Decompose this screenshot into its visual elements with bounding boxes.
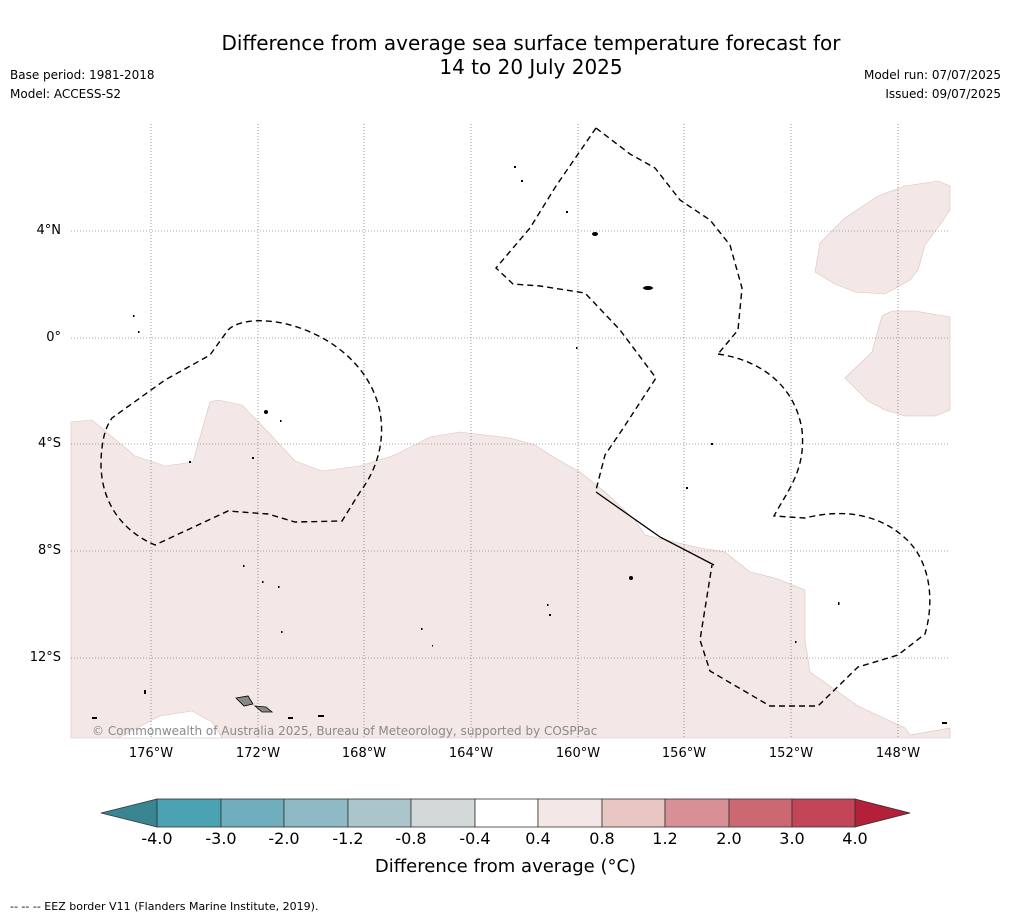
- lat-label: 12°S: [29, 650, 61, 665]
- anomaly-region-east: [844, 310, 951, 417]
- lon-label: 156°W: [661, 746, 707, 761]
- island-kiritimati: [592, 232, 598, 236]
- eez-border-east: [699, 353, 931, 707]
- colorbar-tick: -1.2: [332, 829, 364, 848]
- samoa-islands: [235, 695, 274, 713]
- eez-borders: [100, 127, 931, 707]
- colorbar-tick: 0.8: [589, 829, 615, 848]
- island-dot: [795, 641, 797, 643]
- gridlines: [71, 124, 950, 738]
- island-dot: [432, 645, 433, 647]
- colorbar-tick: 0.4: [525, 829, 551, 848]
- lon-label: 176°W: [128, 746, 174, 761]
- eez-border-kiribati-phoenix: [100, 320, 383, 546]
- island-dot: [514, 166, 516, 168]
- copyright-notice: © Commonwealth of Australia 2025, Bureau…: [92, 724, 598, 738]
- model-name: Model: ACCESS-S2: [10, 87, 122, 101]
- colorbar-label: Difference from average (°C): [374, 856, 637, 877]
- lon-label: 164°W: [448, 746, 494, 761]
- colorbar-segment: [283, 798, 349, 828]
- title-line-1: Difference from average sea surface temp…: [221, 31, 841, 55]
- meta-right: Model run: 07/07/2025 Issued: 09/07/2025: [864, 66, 1001, 104]
- colorbar-segment: [664, 798, 730, 828]
- island-dot: [264, 410, 268, 414]
- colorbar-segment: [537, 798, 603, 828]
- lon-label: 152°W: [768, 746, 814, 761]
- eez-border-line-islands: [595, 127, 743, 355]
- island-dot: [566, 211, 568, 213]
- white-cutout: [117, 710, 223, 739]
- colorbar-segment: [347, 798, 412, 828]
- lon-label: 172°W: [235, 746, 281, 761]
- lon-label: 148°W: [875, 746, 921, 761]
- islands: [92, 166, 947, 724]
- island-dot: [252, 457, 254, 459]
- island-dot: [547, 604, 549, 606]
- colorbar-tick: -4.0: [141, 829, 173, 848]
- base-period: Base period: 1981-2018: [10, 68, 155, 82]
- colorbar-segment: [791, 798, 856, 828]
- issued-date: Issued: 09/07/2025: [885, 87, 1001, 101]
- lat-label: 0°: [46, 330, 61, 345]
- island-dot: [281, 631, 283, 633]
- island-dot: [711, 443, 713, 445]
- colorbar-segment: [474, 798, 539, 828]
- lon-label: 168°W: [341, 746, 387, 761]
- island-upolu: [253, 705, 274, 713]
- island-dot: [521, 180, 523, 182]
- island-dot: [942, 722, 947, 724]
- island-dot: [243, 565, 245, 567]
- island-dot: [92, 717, 97, 719]
- lon-label: 160°W: [555, 746, 601, 761]
- colorbar-segment: [410, 798, 476, 828]
- colorbar-tick: 2.0: [716, 829, 742, 848]
- colorbar-tick: 3.0: [779, 829, 805, 848]
- colorbar-segment: [601, 798, 666, 828]
- colorbar-tick: -0.4: [459, 829, 491, 848]
- island-dot: [262, 581, 264, 583]
- island-dot: [686, 487, 688, 489]
- island-dot: [421, 628, 423, 630]
- island-dot: [133, 315, 135, 317]
- colorbar-tick: -2.0: [268, 829, 300, 848]
- model-run: Model run: 07/07/2025: [863, 68, 1001, 82]
- anomaly-regions: [70, 180, 951, 739]
- eez-border-solid-segment: [595, 491, 715, 566]
- colorbar-tick: 1.2: [652, 829, 678, 848]
- meta-left: Base period: 1981-2018 Model: ACCESS-S2: [10, 66, 155, 104]
- title-line-2: 14 to 20 July 2025: [439, 55, 623, 79]
- eez-border-line-islands-2: [495, 127, 657, 491]
- island-dot: [643, 286, 653, 290]
- island-dot: [318, 715, 324, 717]
- colorbar-tick: 4.0: [842, 829, 868, 848]
- island-dot: [278, 586, 280, 588]
- island-dot: [629, 576, 633, 580]
- lat-label: 4°N: [36, 223, 62, 238]
- anomaly-region-south: [70, 399, 951, 739]
- island-dot: [288, 717, 293, 719]
- colorbar-under-arrow: [100, 798, 158, 828]
- island-dot: [576, 347, 578, 349]
- colorbar-segment: [156, 798, 222, 828]
- lat-label: 4°S: [37, 436, 61, 451]
- island-dot: [280, 420, 282, 422]
- island-dot: [189, 461, 191, 463]
- lat-label: 8°S: [37, 543, 61, 558]
- island-savaii: [235, 695, 254, 707]
- colorbar-tick: -3.0: [205, 829, 237, 848]
- anomaly-region-northeast: [814, 180, 951, 295]
- island-dot: [138, 331, 140, 333]
- colorbar-over-arrow: [854, 798, 911, 828]
- colorbar-segment: [220, 798, 285, 828]
- island-dot: [549, 614, 551, 616]
- footer-note: -- -- -- EEZ border V11 (Flanders Marine…: [10, 900, 319, 913]
- colorbar: [100, 798, 911, 828]
- colorbar-segment: [728, 798, 793, 828]
- map-title: Difference from average sea surface temp…: [0, 31, 1011, 79]
- island-dot: [838, 602, 840, 605]
- colorbar-tick: -0.8: [395, 829, 427, 848]
- island-dot: [144, 690, 146, 694]
